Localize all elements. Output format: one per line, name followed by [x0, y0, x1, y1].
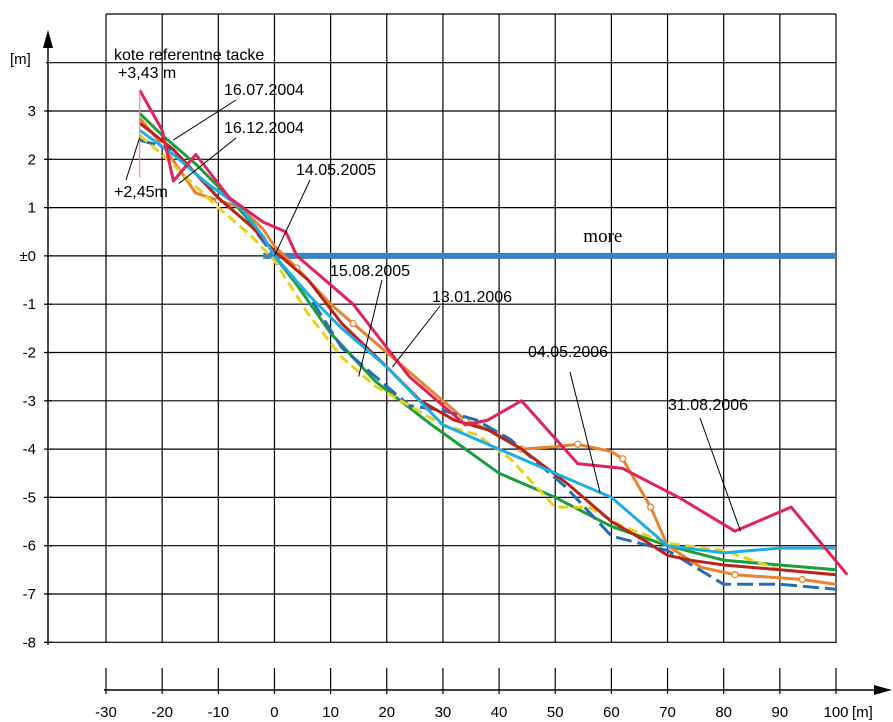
series-line-15.08.2005	[138, 134, 837, 577]
y-tick-label: 2	[28, 151, 36, 168]
series-marker	[618, 455, 627, 463]
x-tick-label: 50	[547, 704, 564, 721]
x-tick-label: 0	[270, 704, 278, 721]
annotation-label: 13.01.2006	[432, 289, 512, 306]
series-line-04.05.2006	[138, 129, 836, 555]
reference-lower-label: +2,45m	[114, 184, 168, 201]
series-marker	[647, 503, 655, 511]
annotation-leader	[173, 99, 237, 141]
series-lines	[138, 89, 849, 591]
x-tick-label: 100	[823, 704, 848, 721]
x-tick-label: -30	[95, 704, 117, 721]
series-line-31.08.2006	[138, 89, 849, 576]
y-axis-arrow	[43, 30, 53, 48]
annotation-leader	[358, 279, 383, 377]
x-tick-labels: -30 -20 -10 0 10 20 30 40 50 60 70 80 90 100	[95, 704, 848, 721]
axes	[43, 30, 892, 695]
x-tick-label: 60	[603, 704, 620, 721]
y-tick-label: -2	[23, 345, 36, 362]
reference-leader	[125, 137, 141, 181]
y-tick-label: 1	[28, 200, 36, 217]
x-tick-label: 70	[659, 704, 676, 721]
x-tick-label: 30	[435, 704, 452, 721]
annotation-leader	[391, 305, 441, 368]
x-tick-label: -20	[151, 704, 173, 721]
y-tick-label: -7	[23, 586, 36, 603]
y-tick-label: -5	[23, 489, 36, 506]
x-tick-label: 90	[772, 704, 789, 721]
annotation-leader	[569, 371, 601, 493]
y-tick-label: ±0	[19, 248, 36, 265]
series-line-16.07.2004	[138, 112, 837, 572]
y-tick-label: -8	[23, 634, 36, 651]
y-tick-label: -6	[23, 538, 36, 555]
annotation-label: 16.07.2004	[224, 82, 304, 99]
series-marker	[349, 319, 357, 328]
x-tick-label: -10	[207, 704, 229, 721]
reference-upper-label: +3,43 m	[118, 65, 176, 82]
x-axis-arrow	[874, 685, 892, 695]
y-tick-label: -3	[23, 393, 36, 410]
annotation-label: 04.05.2006	[528, 344, 608, 361]
series-marker	[731, 571, 739, 579]
y-unit-label: [m]	[10, 51, 31, 68]
annotation-label: 15.08.2005	[330, 263, 410, 280]
series-annotations: 16.07.2004 16.12.2004 14.05.2005 15.08.2005…	[173, 82, 748, 532]
sea-label: more	[583, 226, 622, 247]
y-tick-label: -1	[23, 296, 36, 313]
x-tick-label: 40	[491, 704, 508, 721]
reference-point: kote referentne tacke+3,43 m +2,45m	[114, 47, 264, 201]
grid	[46, 13, 837, 643]
annotation-label: 14.05.2005	[296, 162, 376, 179]
x-tick-label: 20	[378, 704, 395, 721]
annotation-leader	[178, 137, 237, 184]
series-line-16.12.2004	[138, 117, 837, 586]
x-unit-label: [m]	[852, 704, 873, 721]
x-tick-label: 80	[715, 704, 732, 721]
annotation-leader	[274, 179, 311, 257]
annotation-label: 31.08.2006	[668, 397, 748, 414]
y-tick-labels: 3 2 1 ±0 -1 -2 -3 -4 -5 -6 -7 -8	[19, 103, 36, 651]
sea-level: more	[263, 226, 836, 259]
annotation-leader	[699, 417, 742, 532]
annotation-label: 16.12.2004	[224, 120, 304, 137]
y-tick-label: 3	[28, 103, 36, 120]
y-tick-label: -4	[23, 441, 36, 458]
series-marker	[798, 575, 806, 584]
reference-title: kote referentne tacke	[114, 47, 264, 64]
x-tick-label: 10	[322, 704, 339, 721]
series-marker	[574, 440, 582, 448]
